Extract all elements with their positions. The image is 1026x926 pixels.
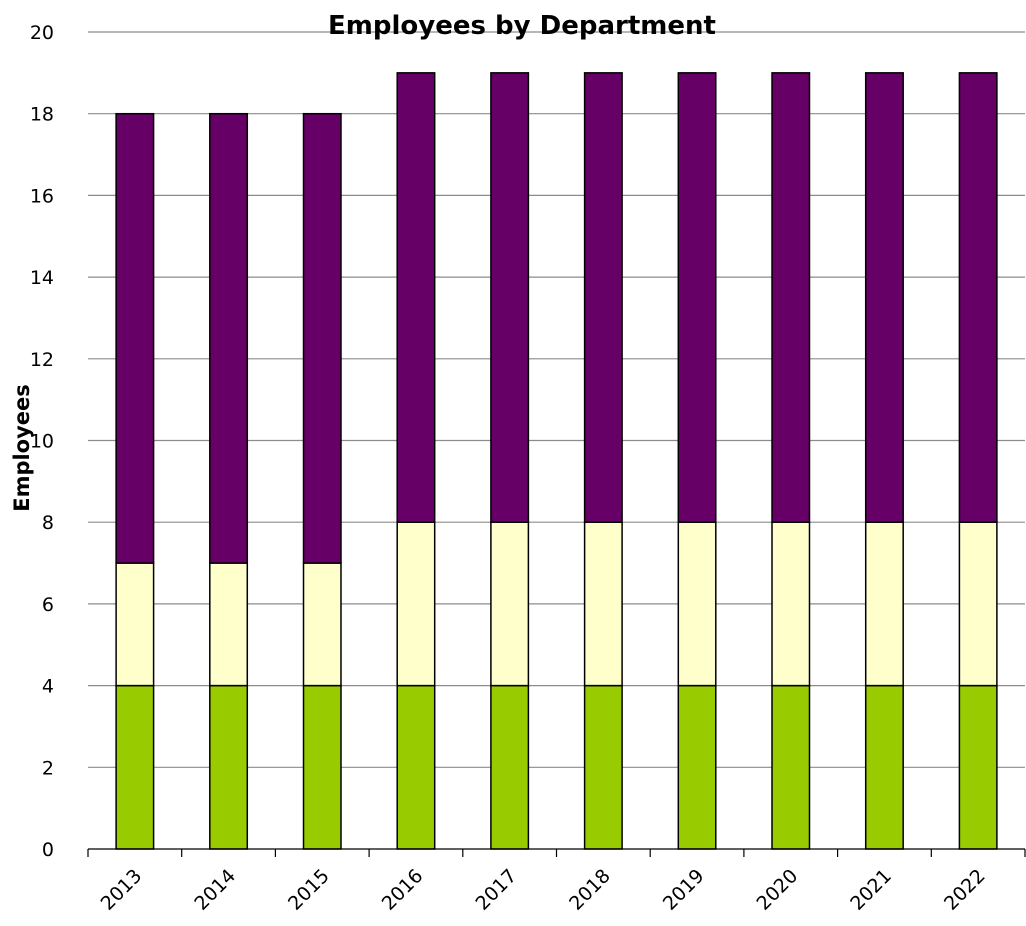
- axes: 0 2 4 6 8 10 12 14 16 18 20 2013 2014 2015 2016 2017 201…: [30, 22, 1026, 915]
- chart-title: Employees by Department: [328, 11, 716, 41]
- bar-segment: [677, 72, 717, 523]
- x-tick-label: 2017: [471, 865, 521, 915]
- x-tick-label: 2019: [659, 865, 709, 915]
- y-tick-label: 18: [30, 104, 54, 126]
- y-tick-label: 16: [30, 185, 54, 207]
- bar-segment: [396, 72, 436, 523]
- x-tick-label: 2021: [846, 865, 896, 915]
- bar-segment: [209, 112, 249, 564]
- y-tick-label: 20: [30, 22, 54, 44]
- bar-segment: [209, 562, 249, 687]
- bars: [115, 72, 998, 850]
- bar-segment: [771, 72, 811, 523]
- x-tick-label: 2022: [940, 865, 990, 915]
- bar-segment: [771, 684, 811, 850]
- bar-segment: [864, 521, 904, 687]
- bar-segment: [583, 521, 623, 687]
- y-tick-label: 2: [42, 757, 54, 779]
- bar-segment: [115, 112, 155, 564]
- bar-segment: [115, 684, 155, 850]
- bar-segment: [864, 684, 904, 850]
- x-tick-label: 2014: [190, 865, 240, 915]
- bar-segment: [864, 72, 904, 523]
- bar-segment: [209, 684, 249, 850]
- bar-segment: [490, 72, 530, 523]
- y-tick-label: 8: [42, 512, 54, 534]
- bar-segment: [490, 521, 530, 687]
- y-tick-label: 14: [30, 267, 54, 289]
- x-tick-label: 2013: [97, 865, 147, 915]
- y-tick-label: 10: [30, 431, 54, 453]
- bar-segment: [958, 521, 998, 687]
- bar-segment: [115, 562, 155, 687]
- x-tick-label: 2018: [565, 865, 615, 915]
- bar-segment: [396, 521, 436, 687]
- bar-segment: [302, 562, 342, 687]
- y-axis-label: Employees: [10, 384, 34, 512]
- y-tick-label: 4: [42, 676, 54, 698]
- y-tick-label: 12: [30, 349, 54, 371]
- y-tick-label: 6: [42, 594, 54, 616]
- bar-segment: [396, 684, 436, 850]
- x-tick-label: 2020: [753, 865, 803, 915]
- bar-segment: [583, 72, 623, 523]
- bar-segment: [490, 684, 530, 850]
- bar-segment: [677, 684, 717, 850]
- bar-segment: [958, 684, 998, 850]
- bar-segment: [583, 684, 623, 850]
- bar-segment: [958, 72, 998, 523]
- bar-segment: [302, 684, 342, 850]
- bar-segment: [771, 521, 811, 687]
- bar-segment: [302, 112, 342, 564]
- x-tick-label: 2015: [284, 865, 334, 915]
- bar-segment: [677, 521, 717, 687]
- y-tick-label: 0: [42, 839, 54, 861]
- x-tick-label: 2016: [378, 865, 428, 915]
